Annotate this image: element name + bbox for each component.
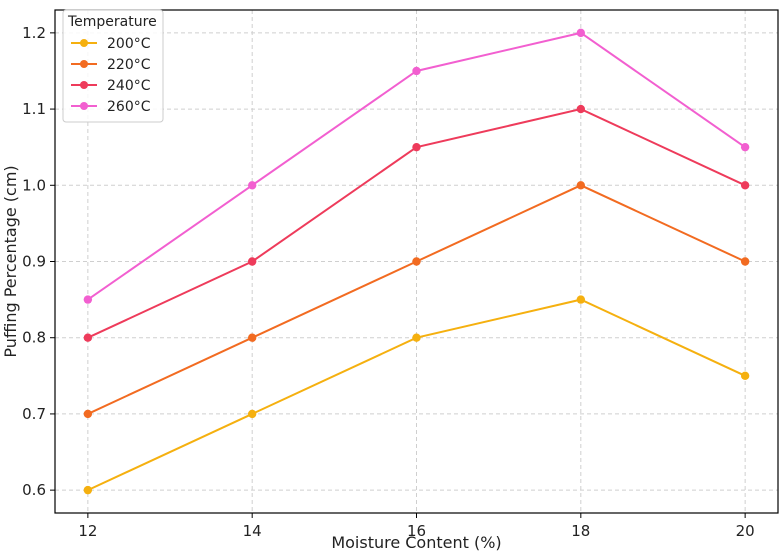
- legend-marker: [80, 60, 88, 68]
- series-1: [83, 181, 750, 419]
- legend-entry: 240°C: [71, 78, 151, 94]
- data-point: [412, 66, 421, 76]
- data-point: [576, 295, 586, 304]
- data-point: [412, 142, 421, 152]
- legend-entry: 220°C: [71, 57, 151, 73]
- data-point: [83, 333, 93, 342]
- data-point: [247, 257, 257, 266]
- legend-title: Temperature: [67, 14, 157, 30]
- x-tick-label: 12: [78, 522, 97, 540]
- legend-marker: [80, 39, 88, 47]
- legend-entry: 260°C: [71, 99, 151, 115]
- data-point: [412, 257, 421, 266]
- y-tick-label: 1.0: [22, 176, 46, 194]
- legend-label: 220°C: [107, 57, 151, 73]
- data-point: [247, 181, 257, 190]
- x-tick-label: 14: [243, 522, 262, 540]
- y-tick-label: 0.9: [22, 253, 46, 271]
- x-tick-label: 18: [571, 522, 590, 540]
- series-0: [83, 295, 750, 495]
- y-tick-label: 0.7: [22, 405, 46, 423]
- data-point: [740, 257, 750, 266]
- data-point: [412, 333, 421, 342]
- data-point: [247, 409, 257, 419]
- series-lines: [83, 28, 750, 495]
- series-3: [83, 28, 750, 304]
- data-point: [576, 28, 586, 38]
- data-point: [740, 371, 750, 381]
- legend-box: [62, 9, 164, 123]
- data-point: [83, 409, 93, 419]
- legend-marker: [80, 81, 88, 89]
- data-point: [83, 295, 93, 304]
- data-point: [576, 104, 586, 114]
- x-tick-label: 16: [407, 522, 426, 540]
- legend-label: 240°C: [107, 78, 151, 94]
- y-tick-label: 1.2: [22, 24, 46, 42]
- x-axis-label: Moisture Content (%): [331, 533, 501, 552]
- ticks: 12 14 16 18 20 0.6 0.7 0.8 0.9 1.0 1.1 1.2: [22, 24, 755, 540]
- data-point: [83, 485, 93, 495]
- y-tick-label: 0.6: [22, 481, 46, 499]
- x-tick-label: 20: [736, 522, 755, 540]
- legend-marker: [80, 102, 88, 110]
- data-point: [576, 181, 586, 190]
- legend-entry: 200°C: [71, 36, 151, 52]
- series-2: [83, 104, 750, 342]
- data-point: [740, 142, 750, 152]
- grid: [55, 10, 778, 513]
- data-point: [740, 181, 750, 190]
- y-tick-label: 0.8: [22, 329, 46, 347]
- legend-label: 200°C: [107, 36, 151, 52]
- legend-label: 260°C: [107, 99, 151, 115]
- y-axis-label: Puffing Percentage (cm): [1, 165, 20, 357]
- y-tick-label: 1.1: [22, 100, 46, 118]
- data-point: [247, 333, 257, 342]
- legend: Temperature 200°C 220°C 240°C 260°C: [62, 9, 164, 123]
